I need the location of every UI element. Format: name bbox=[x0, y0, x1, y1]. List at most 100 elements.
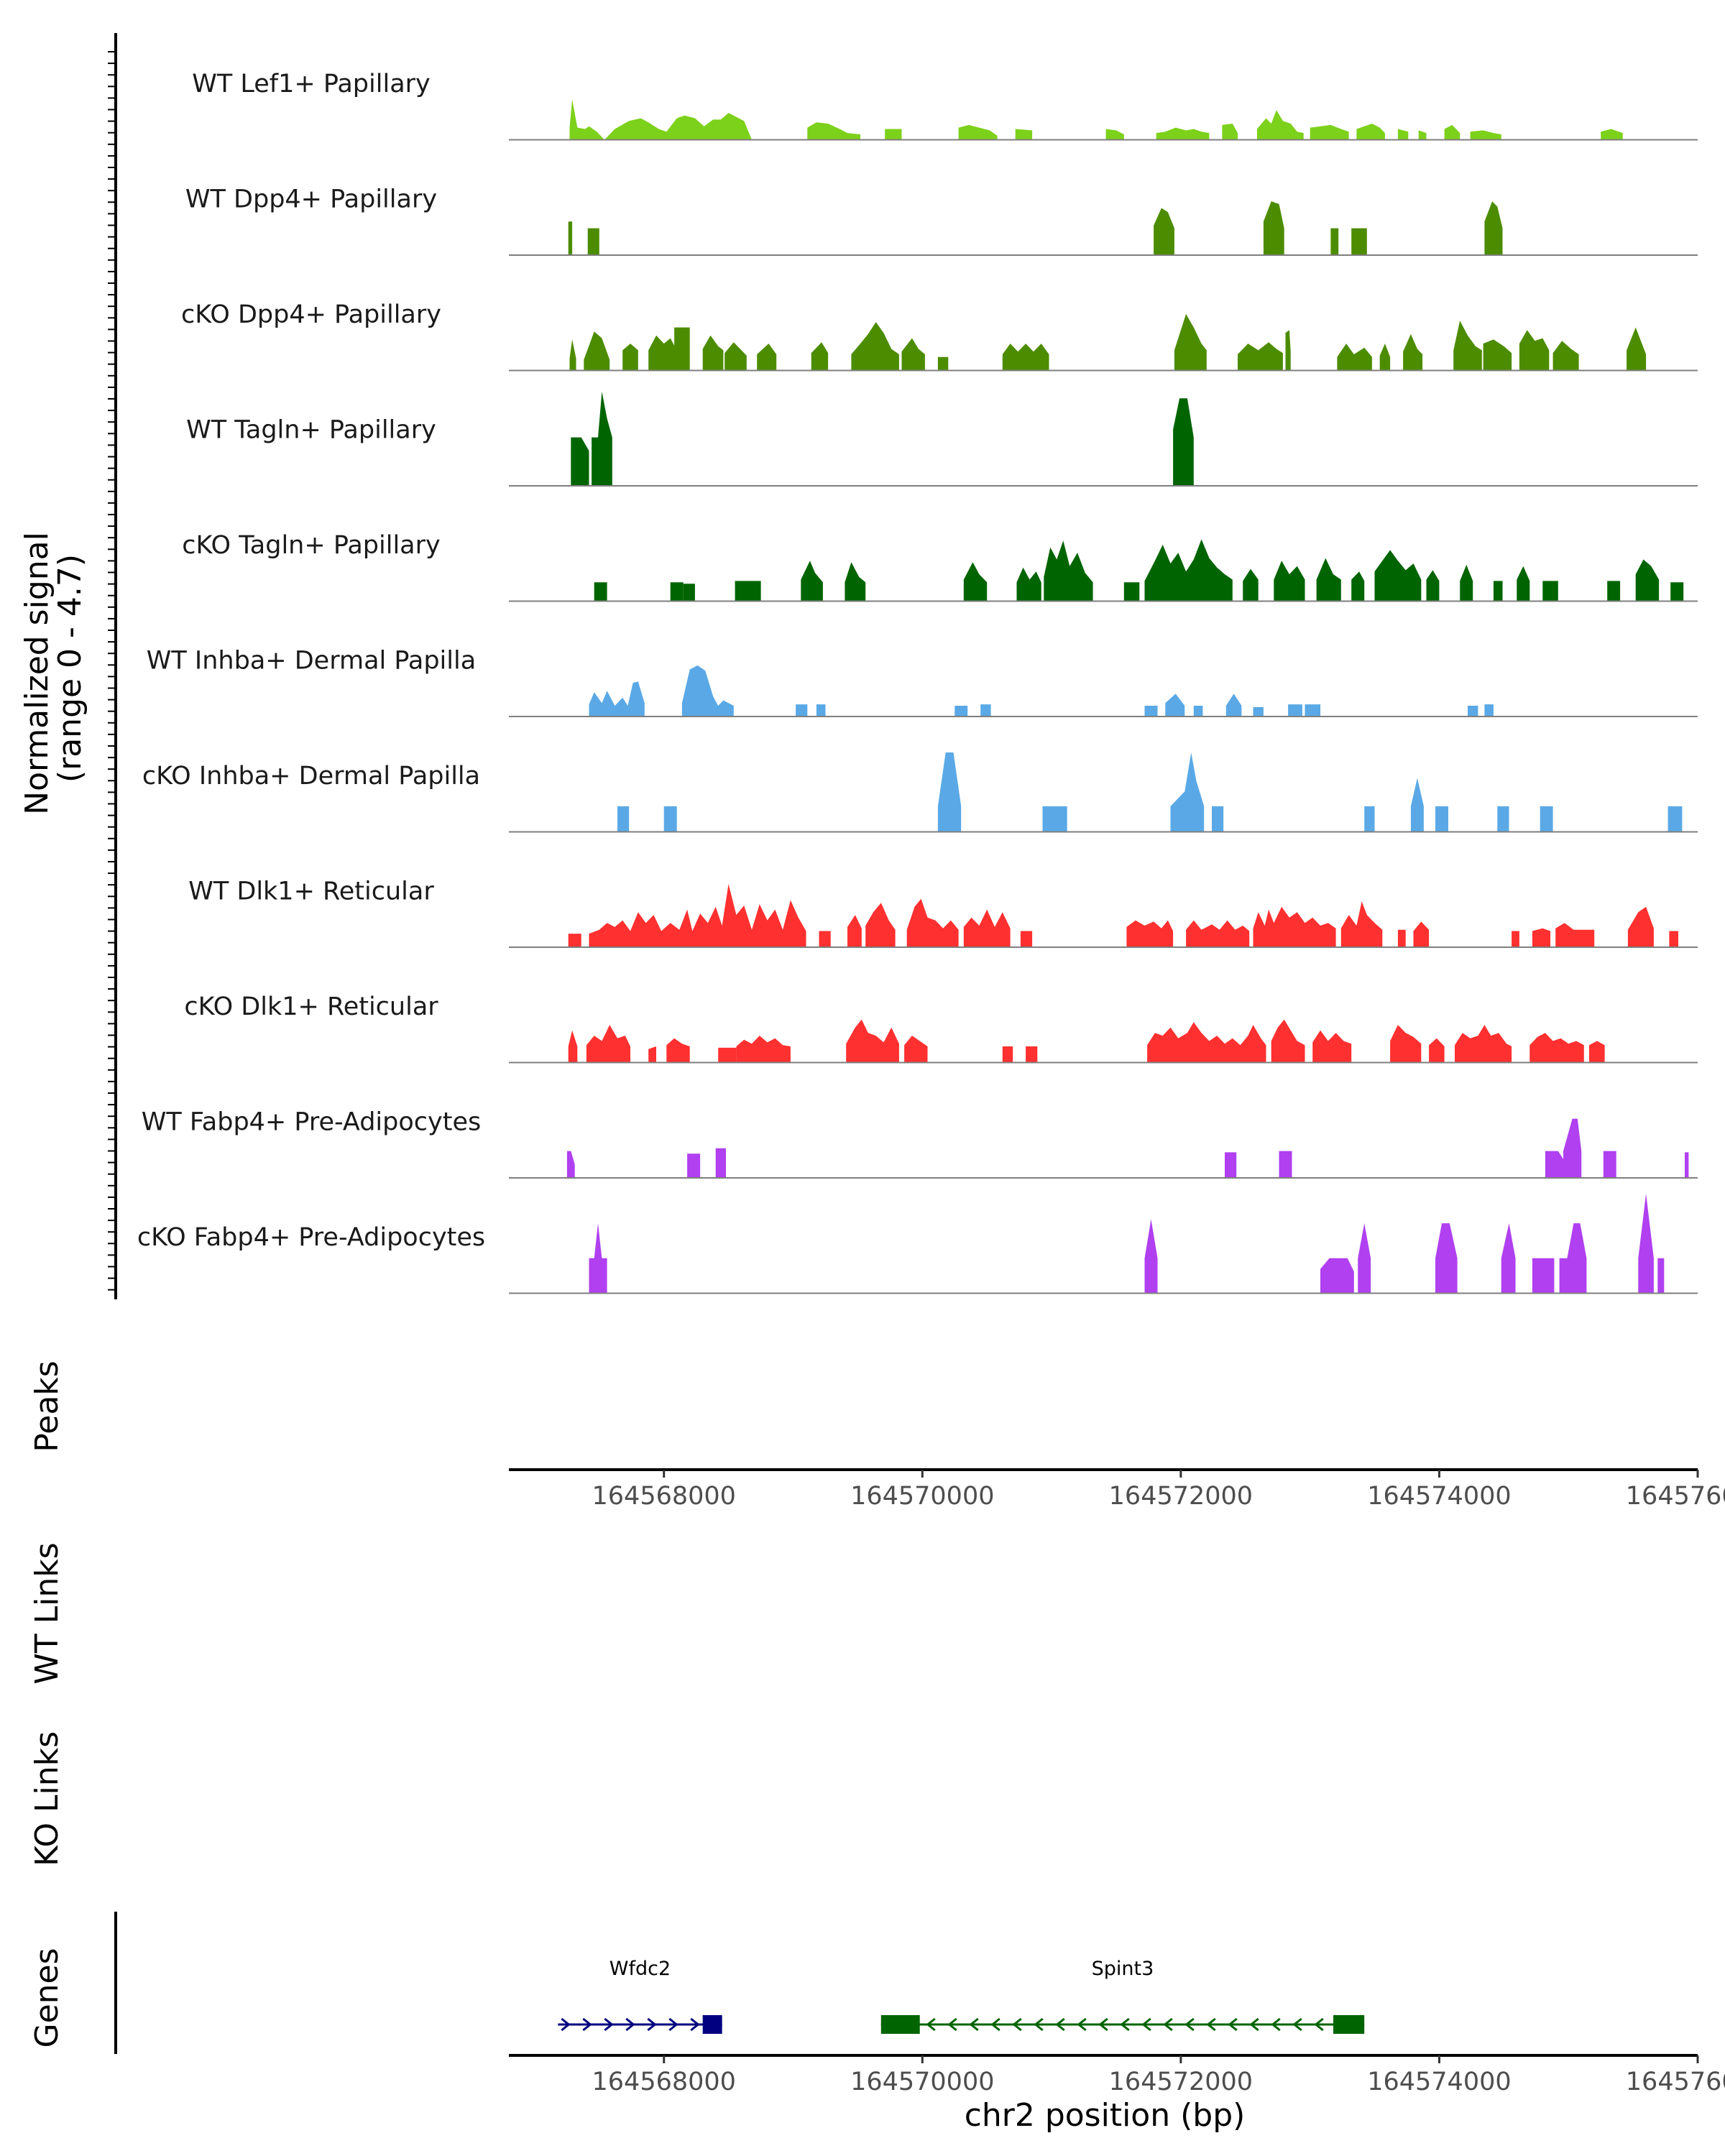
gene-model: Spint3 bbox=[880, 1958, 1365, 2034]
track: WT Fabp4+ Pre-Adipocytes bbox=[142, 1108, 1698, 1179]
coverage-peak bbox=[569, 99, 752, 140]
coverage-peak bbox=[1559, 1223, 1587, 1294]
coverage-peak bbox=[1256, 110, 1304, 140]
genes-x-tick-label: 164570000 bbox=[850, 2068, 994, 2096]
peaks-x-tick-label: 164576000 bbox=[1626, 1482, 1725, 1511]
coverage-peak bbox=[589, 884, 806, 947]
track: WT Tagln+ Papillary bbox=[186, 391, 1698, 487]
coverage-peak bbox=[757, 344, 777, 371]
coverage-peak bbox=[1484, 704, 1494, 717]
strand-arrow bbox=[1120, 2017, 1130, 2032]
coverage-peak bbox=[1174, 313, 1207, 371]
strand-arrow bbox=[1228, 2017, 1238, 2032]
coverage-peak bbox=[1484, 201, 1503, 255]
coverage-peak bbox=[1222, 124, 1238, 140]
gene-exon bbox=[702, 2015, 722, 2034]
coverage-peak bbox=[1532, 928, 1550, 947]
coverage-peak bbox=[851, 322, 899, 371]
coverage-peak bbox=[1379, 344, 1391, 371]
coverage-peak bbox=[937, 752, 962, 832]
track: WT Dlk1+ Reticular bbox=[188, 877, 1698, 948]
track: cKO Dpp4+ Papillary bbox=[181, 300, 1698, 372]
coverage-peak bbox=[724, 342, 747, 371]
gene-exon bbox=[1333, 2015, 1365, 2034]
coverage-peak bbox=[1170, 752, 1205, 832]
coverage-peak bbox=[589, 1223, 607, 1294]
coverage-peak bbox=[1026, 1046, 1038, 1063]
coverage-peak bbox=[1426, 570, 1440, 602]
track-label: WT Dlk1+ Reticular bbox=[188, 877, 434, 906]
coverage-peak bbox=[1271, 1019, 1305, 1063]
coverage-peak bbox=[1542, 581, 1558, 602]
coverage-peak bbox=[1545, 1151, 1563, 1178]
coverage-peak bbox=[1589, 1041, 1605, 1063]
coverage-peak bbox=[1144, 539, 1233, 602]
coverage-peak bbox=[648, 335, 677, 371]
coverage-peak bbox=[1243, 568, 1259, 602]
coverage-peak bbox=[1212, 806, 1224, 832]
coverage-peak bbox=[906, 898, 959, 947]
coverage-peak bbox=[683, 584, 695, 602]
coverage-peak bbox=[901, 338, 925, 371]
coverage-peak bbox=[1225, 694, 1242, 717]
coverage-peak bbox=[1253, 706, 1264, 717]
track-label: WT Fabp4+ Pre-Adipocytes bbox=[142, 1108, 481, 1137]
genes-panel-label: Genes bbox=[29, 1948, 65, 2047]
coverage-peak bbox=[1390, 1025, 1422, 1063]
track: WT Inhba+ Dermal Papilla bbox=[147, 647, 1698, 717]
coverage-peak bbox=[847, 915, 862, 947]
track-label: WT Inhba+ Dermal Papilla bbox=[147, 647, 476, 676]
coverage-peak bbox=[1156, 127, 1210, 140]
coverage-peak bbox=[1340, 901, 1383, 947]
coverage-peak bbox=[1635, 559, 1660, 602]
track: cKO Tagln+ Papillary bbox=[182, 531, 1698, 602]
strand-arrow bbox=[1163, 2017, 1173, 2032]
coverage-peak bbox=[1455, 1025, 1512, 1063]
coverage-tracks: WT Lef1+ Papillary WT Dpp4+ Papillary cKO … bbox=[137, 70, 1698, 1294]
coverage-peak bbox=[807, 122, 860, 140]
coverage-peak bbox=[715, 1148, 726, 1178]
coverage-peak bbox=[735, 581, 761, 602]
strand-arrow bbox=[1098, 2017, 1108, 2032]
strand-arrow bbox=[690, 2017, 700, 2032]
coverage-peak bbox=[592, 391, 612, 486]
coverage-peak bbox=[1351, 228, 1367, 255]
strand-arrow bbox=[1077, 2017, 1087, 2032]
coverage-peak bbox=[1397, 129, 1409, 140]
coverage-peak bbox=[702, 335, 724, 371]
coverage-peak bbox=[586, 1025, 630, 1063]
coverage-peak bbox=[1435, 1223, 1458, 1294]
track: cKO Fabp4+ Pre-Adipocytes bbox=[137, 1193, 1698, 1294]
coverage-peak bbox=[937, 356, 949, 371]
coverage-peak bbox=[1312, 1030, 1352, 1063]
track: cKO Inhba+ Dermal Papilla bbox=[142, 752, 1698, 833]
coverage-peak bbox=[584, 331, 610, 371]
coverage-peak bbox=[1238, 342, 1283, 371]
strand-arrow bbox=[625, 2017, 635, 2032]
coverage-peak bbox=[1320, 1258, 1354, 1294]
coverage-peak bbox=[980, 704, 991, 717]
strand-arrow bbox=[1012, 2017, 1022, 2032]
peaks-x-tick-label: 164572000 bbox=[1109, 1482, 1253, 1511]
coverage-peak bbox=[1444, 124, 1460, 140]
coverage-peak bbox=[1123, 582, 1140, 602]
coverage-peak bbox=[1519, 330, 1550, 371]
coverage-peak bbox=[1530, 1033, 1584, 1063]
coverage-peak bbox=[670, 582, 684, 602]
coverage-peak bbox=[1285, 330, 1291, 371]
coverage-peak bbox=[1274, 561, 1305, 602]
coverage-peak bbox=[1016, 567, 1041, 602]
coverage-peak bbox=[681, 665, 734, 717]
coverage-peak bbox=[1253, 906, 1336, 947]
coverage-peak bbox=[1358, 1223, 1371, 1294]
coverage-peak bbox=[1685, 1152, 1689, 1178]
track-label: WT Dpp4+ Papillary bbox=[185, 185, 437, 214]
coverage-peak bbox=[1453, 321, 1482, 371]
strand-arrow bbox=[1141, 2017, 1151, 2032]
coverage-peak bbox=[819, 931, 831, 947]
coverage-peak bbox=[1669, 931, 1678, 947]
x-axis-label: chr2 position (bp) bbox=[965, 2097, 1246, 2134]
gene-annotation: Wfdc2 Spint3 bbox=[558, 1958, 1365, 2034]
strand-arrow bbox=[1314, 2017, 1324, 2032]
coverage-peak bbox=[1147, 1022, 1266, 1063]
